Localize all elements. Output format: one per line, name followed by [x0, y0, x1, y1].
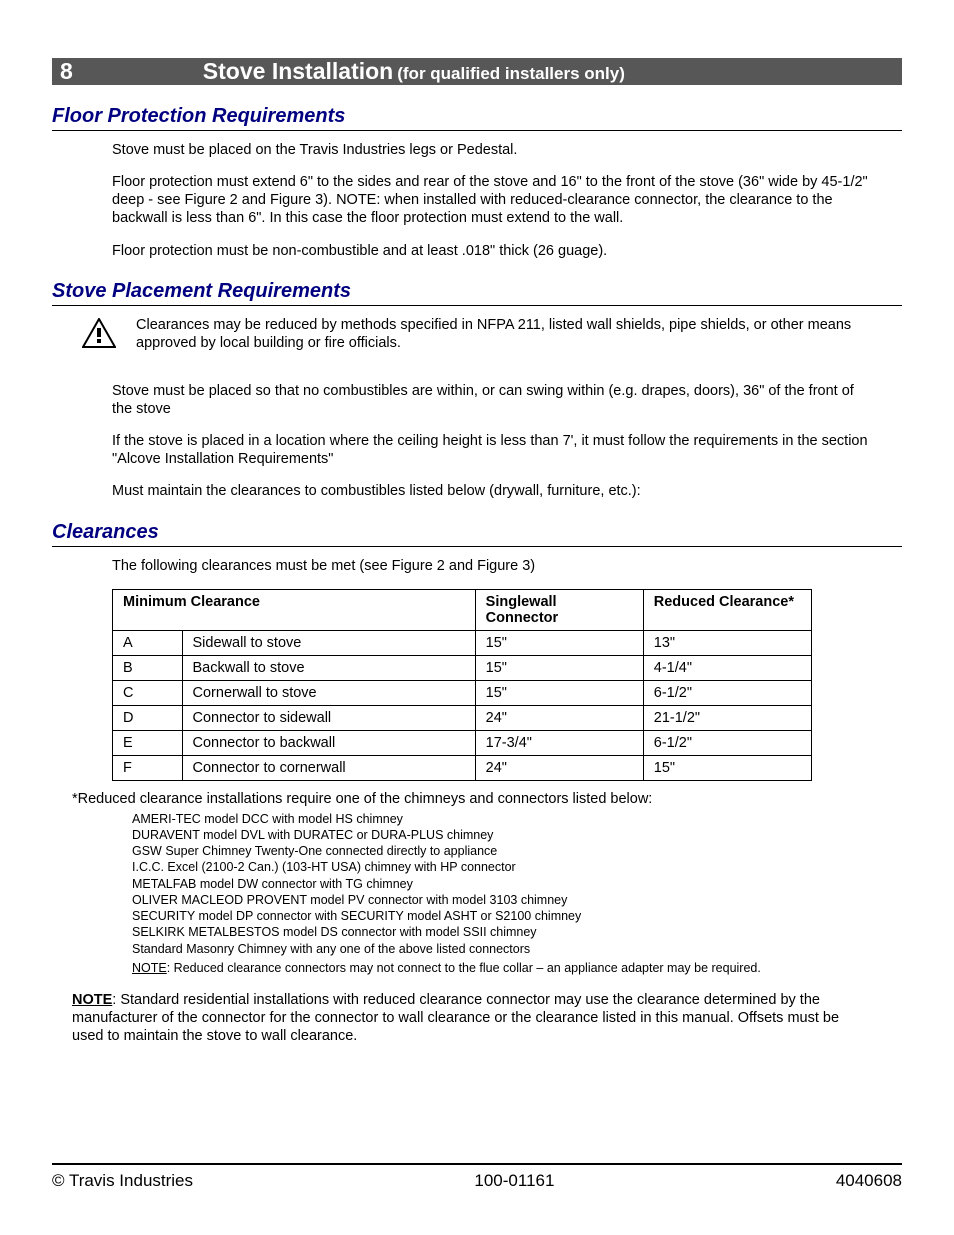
th-singlewall: Singlewall Connector — [475, 589, 643, 630]
warning-row: Clearances may be reduced by methods spe… — [82, 316, 872, 352]
footer-right: 4040608 — [836, 1171, 902, 1191]
note-label: NOTE — [72, 992, 112, 1008]
row-label: Sidewall to stove — [182, 630, 475, 655]
th-min-clearance: Minimum Clearance — [113, 589, 476, 630]
clearances-intro: The following clearances must be met (se… — [112, 557, 872, 575]
row-c2: 21-1/2" — [643, 705, 811, 730]
row-c1: 17-3/4" — [475, 730, 643, 755]
row-key: B — [113, 655, 183, 680]
chimney-note: NOTE: Reduced clearance connectors may n… — [132, 961, 872, 975]
placement-p3: Must maintain the clearances to combusti… — [112, 482, 872, 500]
row-key: C — [113, 680, 183, 705]
chimney-item: Standard Masonry Chimney with any one of… — [132, 941, 872, 957]
row-key: F — [113, 755, 183, 780]
row-label: Connector to cornerwall — [182, 755, 475, 780]
row-c2: 13" — [643, 630, 811, 655]
row-key: E — [113, 730, 183, 755]
row-c2: 15" — [643, 755, 811, 780]
chimney-item: GSW Super Chimney Twenty-One connected d… — [132, 843, 872, 859]
note-block: NOTE: Standard residential installations… — [72, 991, 872, 1045]
chimney-item: METALFAB model DW connector with TG chim… — [132, 876, 872, 892]
clearance-footnote: *Reduced clearance installations require… — [72, 791, 872, 807]
chapter-title: Stove Installation — [203, 58, 393, 85]
footer-left: © Travis Industries — [52, 1171, 193, 1191]
section-title-placement: Stove Placement Requirements — [52, 280, 902, 306]
chapter-subtitle: (for qualified installers only) — [397, 60, 625, 87]
row-c2: 6-1/2" — [643, 680, 811, 705]
page-number: 8 — [60, 58, 73, 85]
placement-p2: If the stove is placed in a location whe… — [112, 432, 872, 468]
row-c1: 15" — [475, 680, 643, 705]
placement-p1: Stove must be placed so that no combusti… — [112, 382, 872, 418]
table-row: F Connector to cornerwall 24" 15" — [113, 755, 812, 780]
chimney-note-text: : Reduced clearance connectors may not c… — [167, 961, 761, 975]
warning-triangle-icon — [82, 318, 116, 348]
floor-p1: Stove must be placed on the Travis Indus… — [112, 141, 872, 159]
section-title-clearances: Clearances — [52, 521, 902, 547]
chimney-item: AMERI-TEC model DCC with model HS chimne… — [132, 811, 872, 827]
chimney-note-label: NOTE — [132, 961, 167, 975]
floor-p3: Floor protection must be non-combustible… — [112, 242, 872, 260]
row-label: Backwall to stove — [182, 655, 475, 680]
chapter-header: 8 Stove Installation (for qualified inst… — [52, 58, 902, 85]
chimney-item: SELKIRK METALBESTOS model DS connector w… — [132, 924, 872, 940]
table-row: E Connector to backwall 17-3/4" 6-1/2" — [113, 730, 812, 755]
row-c1: 15" — [475, 630, 643, 655]
chimney-item: I.C.C. Excel (2100-2 Can.) (103-HT USA) … — [132, 859, 872, 875]
chimney-item: DURAVENT model DVL with DURATEC or DURA-… — [132, 827, 872, 843]
row-key: A — [113, 630, 183, 655]
row-c1: 24" — [475, 705, 643, 730]
table-row: B Backwall to stove 15" 4-1/4" — [113, 655, 812, 680]
row-c1: 15" — [475, 655, 643, 680]
row-c2: 6-1/2" — [643, 730, 811, 755]
chimney-item: OLIVER MACLEOD PROVENT model PV connecto… — [132, 892, 872, 908]
chimney-list: AMERI-TEC model DCC with model HS chimne… — [132, 811, 872, 957]
footer-center: 100-01161 — [474, 1171, 554, 1191]
th-reduced: Reduced Clearance* — [643, 589, 811, 630]
note-text: : Standard residential installations wit… — [72, 992, 839, 1044]
table-row: C Cornerwall to stove 15" 6-1/2" — [113, 680, 812, 705]
chimney-item: SECURITY model DP connector with SECURIT… — [132, 908, 872, 924]
row-label: Connector to sidewall — [182, 705, 475, 730]
table-row: D Connector to sidewall 24" 21-1/2" — [113, 705, 812, 730]
warning-text: Clearances may be reduced by methods spe… — [136, 316, 872, 352]
floor-p2: Floor protection must extend 6" to the s… — [112, 173, 872, 227]
row-key: D — [113, 705, 183, 730]
row-label: Connector to backwall — [182, 730, 475, 755]
row-c2: 4-1/4" — [643, 655, 811, 680]
row-label: Cornerwall to stove — [182, 680, 475, 705]
row-c1: 24" — [475, 755, 643, 780]
section-title-floor: Floor Protection Requirements — [52, 105, 902, 131]
page-footer: © Travis Industries 100-01161 4040608 — [52, 1163, 902, 1191]
clearance-table: Minimum Clearance Singlewall Connector R… — [112, 589, 812, 781]
table-row: A Sidewall to stove 15" 13" — [113, 630, 812, 655]
